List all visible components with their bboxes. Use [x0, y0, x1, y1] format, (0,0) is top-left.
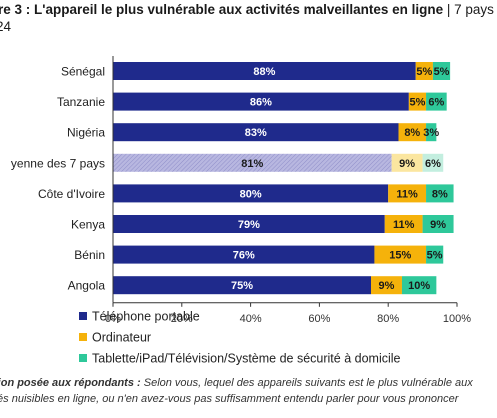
bar-phone: [113, 92, 409, 111]
data-label-computer: 15%: [389, 250, 411, 262]
bars-layer: 88% 5% 5%86% 5% 6%83% 8% 3%81% 9% 6%80% 11% 8%79% 1…: [113, 62, 454, 295]
bar-tablet: [432, 62, 451, 80]
data-label-computer: 11%: [396, 188, 418, 200]
legend: Téléphone portable Ordinateur Tablette/iPa…: [79, 310, 401, 366]
bar-tablet: [426, 245, 444, 264]
bar-tablet: [422, 215, 454, 233]
bar-phone: [113, 215, 385, 233]
bar-tablet: [422, 153, 444, 172]
data-label-phone: 88%: [253, 66, 275, 78]
data-label-tablet: 8%: [432, 188, 448, 200]
data-label-tablet: 5%: [434, 66, 450, 78]
question-note: tion posée aux répondants : Selon vous, …: [0, 375, 497, 407]
data-label-tablet: 6%: [428, 97, 444, 109]
bar-computer: [374, 245, 427, 264]
data-label-tablet: 3%: [423, 127, 439, 139]
bar-computer: [391, 153, 423, 172]
chart-title-main: re 3 : L'appareil le plus vulnérable aux…: [0, 2, 444, 17]
legend-swatch-tablet: [79, 354, 87, 362]
bar-tablet: [426, 123, 437, 142]
legend-label-phone: Téléphone portable: [92, 310, 200, 324]
data-label-computer: 5%: [409, 97, 425, 109]
category-label: Sénégal: [61, 65, 105, 79]
category-label: Bénin: [74, 248, 105, 262]
category-label: Côte d'Ivoire: [38, 187, 105, 201]
bar-computer: [415, 62, 433, 80]
data-label-tablet: 10%: [408, 280, 430, 292]
data-label-tablet: 6%: [425, 158, 441, 170]
data-label-computer: 11%: [393, 219, 415, 231]
data-label-tablet: 9%: [430, 219, 446, 231]
data-label-computer: 5%: [416, 66, 432, 78]
data-label-phone: 83%: [245, 127, 267, 139]
data-label-phone: 79%: [238, 219, 260, 231]
category-label: yenne des 7 pays: [11, 156, 105, 170]
legend-swatch-phone: [79, 312, 87, 320]
category-label: Kenya: [71, 218, 105, 232]
x-axis: 0% 20% 40% 60% 80% 100%: [105, 56, 471, 325]
legend-label-computer: Ordinateur: [92, 331, 151, 345]
data-label-phone: 76%: [233, 250, 255, 262]
category-label: Angola: [68, 279, 106, 293]
stacked-bar-chart: 88% 5% 5%86% 5% 6%83% 8% 3%81% 9% 6%80% 11% 8%79% 1…: [11, 56, 471, 366]
x-tick-label: 40%: [240, 313, 262, 325]
question-note-line-2: tés nuisibles en ligne, ou n'en avez-vou…: [0, 393, 459, 405]
category-label: Tanzanie: [57, 95, 105, 109]
bar-computer: [408, 92, 427, 111]
chart-title: re 3 : L'appareil le plus vulnérable aux…: [0, 1, 494, 18]
data-label-computer: 9%: [399, 158, 415, 170]
data-label-computer: 8%: [404, 127, 420, 139]
data-label-phone: 81%: [241, 158, 263, 170]
bar-computer: [371, 276, 402, 295]
bar-computer: [384, 215, 423, 233]
x-tick-label: 20%: [171, 313, 193, 325]
bar-tablet: [426, 92, 447, 111]
question-note-label: tion posée aux répondants :: [0, 377, 141, 389]
question-note-line-1: tion posée aux répondants : Selon vous, …: [0, 375, 497, 391]
bar-phone: [113, 153, 392, 172]
chart-title-suffix: | 7 pays: [443, 2, 494, 17]
data-label-phone: 80%: [240, 188, 262, 200]
bar-phone: [113, 62, 416, 80]
data-label-tablet: 5%: [427, 250, 443, 262]
data-label-phone: 86%: [250, 97, 272, 109]
chart-title-year: 24: [0, 19, 12, 34]
bar-phone: [113, 123, 399, 142]
category-label: Nigéria: [67, 126, 105, 140]
question-note-text: Selon vous, lequel des appareils suivant…: [140, 377, 473, 389]
bar-computer: [398, 123, 427, 142]
data-label-computer: 9%: [379, 280, 395, 292]
bar-phone: [113, 276, 371, 295]
data-label-phone: 75%: [231, 280, 253, 292]
x-tick-label: 100%: [443, 313, 471, 325]
x-tick-label: 0%: [105, 313, 121, 325]
x-tick-label: 60%: [308, 313, 330, 325]
bar-tablet: [426, 184, 454, 203]
legend-swatch-computer: [79, 333, 87, 341]
x-tick-label: 80%: [377, 313, 399, 325]
legend-label-tablet: Tablette/iPad/Télévision/Système de sécu…: [92, 352, 401, 366]
bar-phone: [113, 184, 389, 203]
category-labels: Sénégal Tanzanie Nigéria yenne des 7 pays Cô…: [11, 65, 105, 293]
bar-phone: [113, 245, 375, 264]
bar-computer: [388, 184, 427, 203]
bar-tablet: [401, 276, 437, 295]
